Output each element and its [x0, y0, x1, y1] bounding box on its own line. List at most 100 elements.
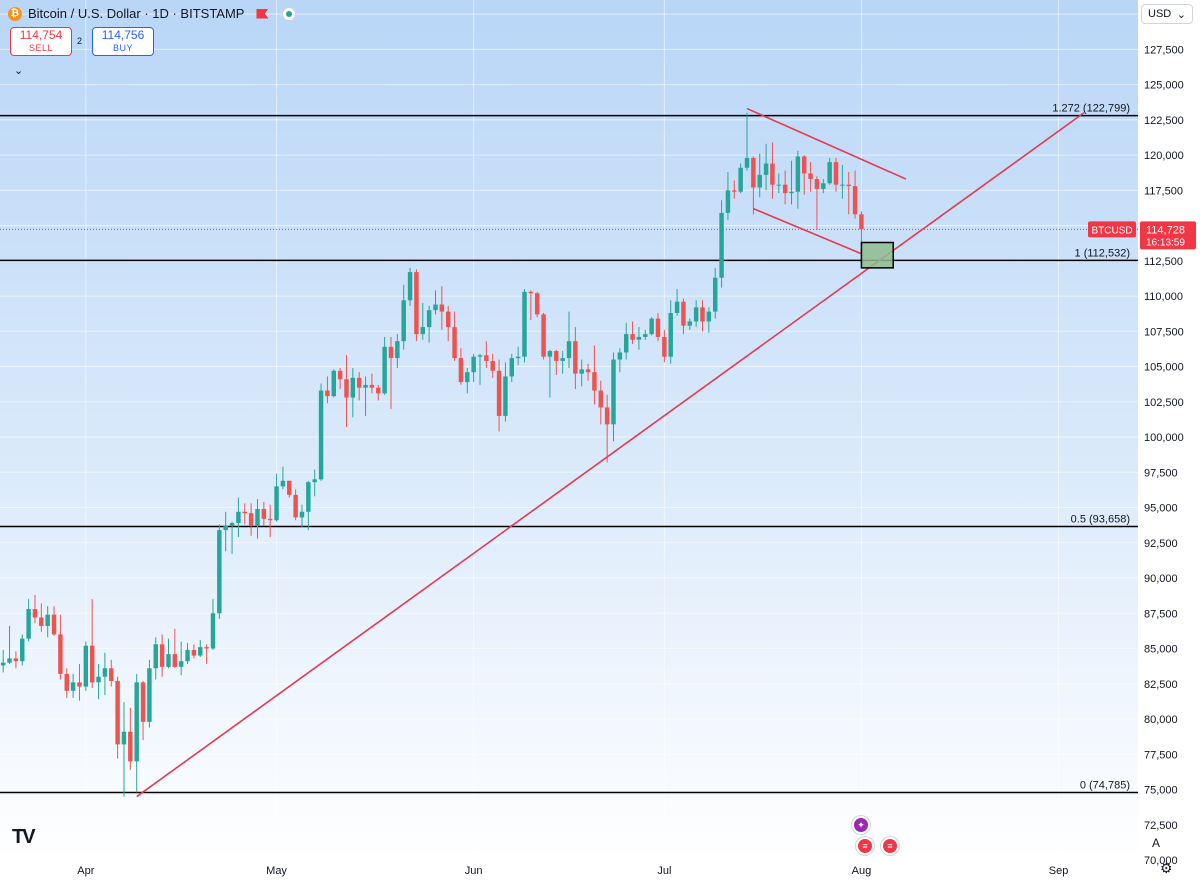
candle[interactable] [484, 341, 489, 368]
candle[interactable] [630, 321, 635, 344]
candle[interactable] [267, 504, 273, 538]
candle[interactable] [248, 503, 254, 536]
candle[interactable] [623, 322, 629, 360]
buy-button[interactable]: 114,756 BUY [92, 27, 154, 56]
candle[interactable] [662, 329, 667, 363]
candle[interactable] [471, 353, 476, 383]
candle[interactable] [198, 640, 203, 657]
candle[interactable] [757, 153, 762, 198]
candle[interactable] [585, 363, 591, 381]
candle[interactable] [782, 170, 788, 205]
candle[interactable] [134, 673, 139, 793]
candle[interactable] [337, 367, 343, 390]
candle[interactable] [140, 680, 146, 741]
candle[interactable] [693, 300, 699, 328]
candle[interactable] [363, 376, 368, 416]
candle[interactable] [32, 594, 38, 624]
candle[interactable] [204, 644, 209, 665]
gear-icon[interactable]: ⚙ [1160, 860, 1173, 876]
candle[interactable] [426, 305, 432, 343]
candle[interactable] [808, 162, 813, 192]
candle[interactable] [821, 179, 826, 194]
trend-line[interactable] [136, 112, 1085, 798]
candle[interactable] [420, 303, 426, 340]
candle[interactable] [414, 269, 419, 342]
candle[interactable] [528, 290, 534, 321]
candle[interactable] [445, 305, 451, 342]
candle[interactable] [534, 291, 540, 318]
candle[interactable] [350, 367, 356, 418]
candle[interactable] [458, 348, 464, 385]
trend-line[interactable] [746, 107, 907, 180]
candle[interactable] [770, 142, 775, 199]
candle[interactable] [846, 172, 851, 215]
target-zone-box[interactable] [860, 241, 894, 269]
candle[interactable] [439, 286, 445, 330]
candle[interactable] [115, 676, 120, 759]
candle[interactable] [490, 353, 495, 378]
candle[interactable] [45, 606, 50, 638]
candle[interactable] [7, 625, 12, 665]
candle[interactable] [153, 637, 158, 680]
candle[interactable] [719, 200, 724, 288]
candle[interactable] [554, 349, 559, 376]
candle[interactable] [541, 312, 546, 360]
trend-line[interactable] [753, 207, 862, 255]
candle[interactable] [318, 383, 324, 481]
candle[interactable] [738, 163, 743, 194]
candle[interactable] [681, 298, 686, 335]
candle[interactable] [102, 652, 108, 696]
candle[interactable] [96, 664, 101, 700]
candle[interactable] [64, 668, 69, 698]
candle[interactable] [814, 176, 820, 230]
candle[interactable] [0, 649, 6, 673]
candle[interactable] [833, 157, 839, 192]
candle[interactable] [852, 170, 858, 219]
candle[interactable] [566, 311, 572, 368]
candle[interactable] [39, 603, 44, 632]
sell-button[interactable]: 114,754 SELL [10, 27, 72, 56]
candle[interactable] [840, 164, 845, 199]
candle[interactable] [306, 480, 311, 531]
candle[interactable] [732, 180, 737, 199]
auto-scale-button[interactable]: A [1152, 836, 1161, 850]
candle[interactable] [573, 327, 578, 390]
candle[interactable] [166, 638, 171, 669]
candle[interactable] [287, 480, 292, 498]
candle[interactable] [26, 599, 31, 642]
candle[interactable] [159, 634, 165, 677]
us-flag-event-icon[interactable]: ≡ [881, 837, 899, 855]
event-sparkle-icon[interactable]: ✦ [852, 816, 870, 834]
candle[interactable] [299, 504, 305, 528]
candle[interactable] [649, 317, 654, 336]
candle[interactable] [503, 362, 508, 422]
candle[interactable] [344, 355, 349, 428]
candle[interactable] [147, 659, 152, 728]
candle[interactable] [185, 642, 190, 665]
candle[interactable] [191, 644, 197, 659]
us-flag-event-icon[interactable]: ≡ [856, 837, 874, 855]
candle[interactable] [236, 497, 241, 538]
candle[interactable] [401, 284, 406, 350]
candle[interactable] [687, 318, 693, 330]
candle[interactable] [496, 359, 502, 432]
candle[interactable] [312, 469, 317, 497]
candle[interactable] [547, 349, 553, 398]
candle[interactable] [77, 664, 82, 701]
candle[interactable] [395, 334, 400, 368]
candle[interactable] [255, 499, 260, 539]
candle[interactable] [560, 351, 565, 374]
candle[interactable] [636, 327, 642, 350]
candle[interactable] [388, 336, 394, 409]
candle[interactable] [643, 329, 648, 340]
candle[interactable] [261, 501, 267, 526]
candle[interactable] [751, 156, 756, 215]
candle[interactable] [121, 702, 127, 797]
candle[interactable] [827, 157, 832, 185]
candle[interactable] [293, 489, 298, 521]
candle[interactable] [776, 173, 782, 194]
candle[interactable] [274, 473, 279, 522]
candle[interactable] [789, 160, 794, 205]
candle[interactable] [655, 312, 661, 342]
